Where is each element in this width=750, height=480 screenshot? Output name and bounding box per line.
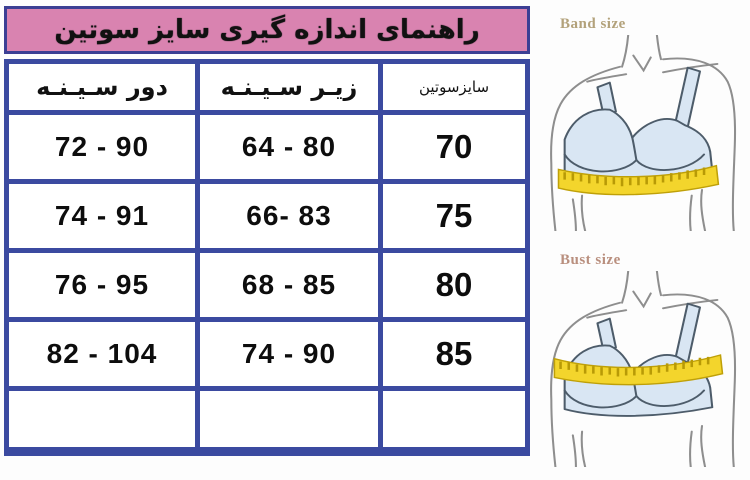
table-cell: 74 - 90 [200,322,378,386]
table-cell-empty [200,391,378,447]
table-cell: 66- 83 [200,184,378,248]
size-guide-table: راهنمای اندازه گیری سایز سوتین دور سـیـن… [4,6,530,456]
band-size-label: Band size [560,16,626,32]
table-cell: 75 [383,184,525,248]
measurement-table: دور سـیـنـه زیـر سـیـنـه سایزسوتین 72 - … [4,59,530,456]
table-cell: 85 [383,322,525,386]
bust-size-label: Bust size [560,252,621,268]
column-header-bust-around: دور سـیـنـه [9,64,195,110]
table-cell-empty [383,391,525,447]
illustration-panel: Band size [532,0,750,480]
table-cell: 76 - 95 [9,253,195,317]
table-cell: 82 - 104 [9,322,195,386]
table-cell-empty [9,391,195,447]
column-header-bra-size: سایزسوتین [383,64,525,110]
bust-measurement-illustration [550,271,737,467]
table-cell: 80 [383,253,525,317]
page-title: راهنمای اندازه گیری سایز سوتین [4,6,530,54]
table-cell: 64 - 80 [200,115,378,179]
table-cell: 74 - 91 [9,184,195,248]
table-cell: 70 [383,115,525,179]
figure-bust-size: Bust size [532,252,750,467]
table-cell: 72 - 90 [9,115,195,179]
table-cell: 68 - 85 [200,253,378,317]
figure-band-size: Band size [532,16,750,231]
column-header-underbust: زیـر سـیـنـه [200,64,378,110]
band-measurement-illustration [550,35,737,231]
